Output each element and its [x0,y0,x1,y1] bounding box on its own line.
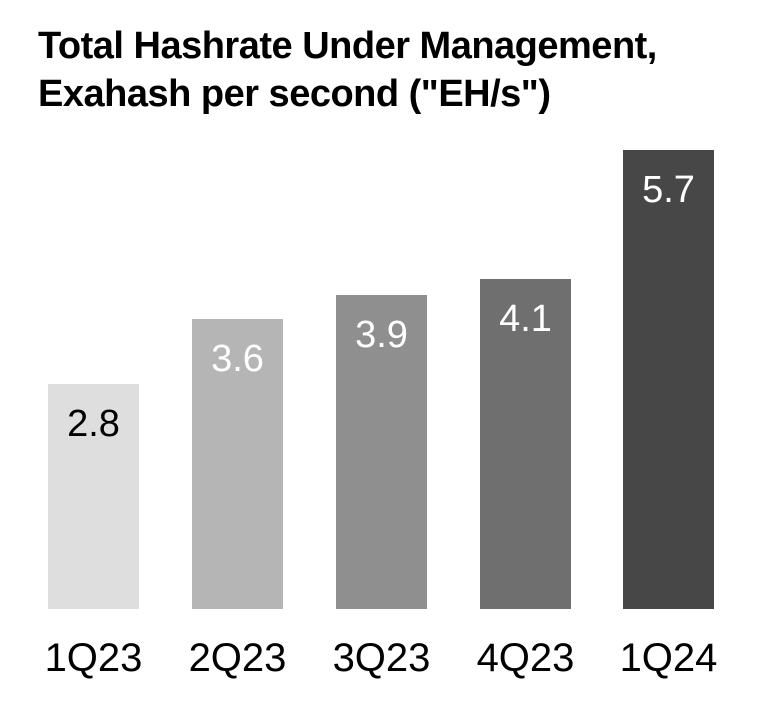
x-axis-label-1q23: 1Q23 [44,636,143,680]
bar-2q23: 3.6 [192,319,283,609]
x-axis-label-4q23: 4Q23 [476,636,575,680]
x-axis-label-1q24: 1Q24 [619,636,718,680]
x-axis-label-2q23: 2Q23 [188,636,287,680]
bar-chart-plot-area: 2.8 3.6 3.9 4.1 5.7 [48,150,714,609]
x-axis-labels: 1Q23 2Q23 3Q23 4Q23 1Q24 [0,636,758,686]
bar-value-label: 2.8 [67,403,120,445]
bar-1q23: 2.8 [48,384,139,609]
bar-3q23: 3.9 [336,295,427,609]
bar-1q24: 5.7 [623,150,714,609]
bar-value-label: 3.6 [211,338,264,380]
bar-4q23: 4.1 [480,279,571,609]
bar-value-label: 5.7 [642,169,695,211]
bar-value-label: 3.9 [355,314,408,356]
bar-value-label: 4.1 [499,298,552,340]
chart-title-line-1: Total Hashrate Under Management, [38,25,657,67]
x-axis-label-3q23: 3Q23 [332,636,431,680]
chart-title: Total Hashrate Under Management, Exahash… [38,22,657,118]
chart-title-line-2: Exahash per second ("EH/s") [38,73,551,115]
